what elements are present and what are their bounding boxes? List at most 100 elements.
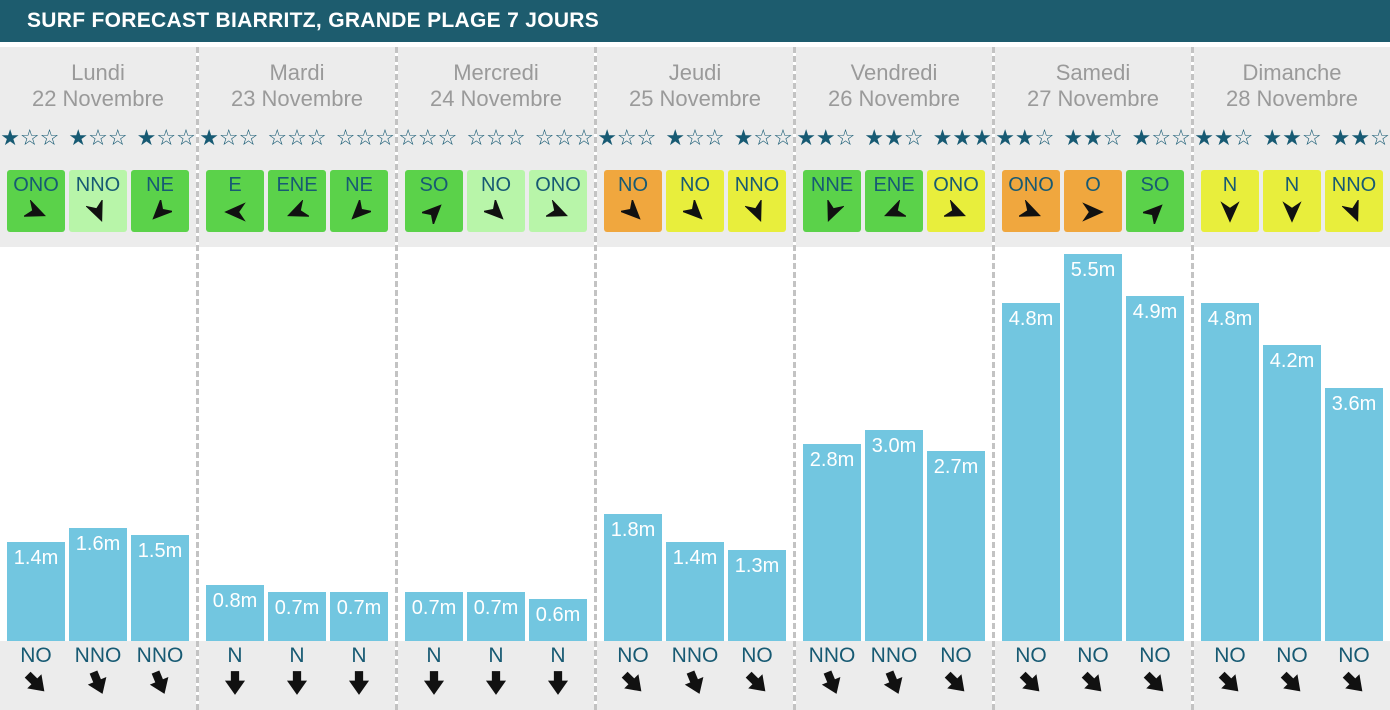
wave-height-bar: 0.7m	[268, 592, 326, 642]
swell-direction-label: NO	[1276, 644, 1308, 668]
star-empty-icon: ☆	[1034, 125, 1055, 150]
rating-stars: ★☆☆	[199, 124, 258, 152]
swell-direction-arrow-icon	[1019, 672, 1040, 692]
wave-height-label: 1.4m	[13, 547, 59, 570]
rating-stars: ★★☆	[1331, 124, 1390, 152]
star-empty-icon: ☆	[398, 125, 418, 150]
wind-direction-label: NO	[680, 174, 710, 196]
wind-cell: NNO	[69, 170, 127, 232]
star-filled-icon: ★	[136, 125, 157, 150]
star-filled-icon: ★	[1131, 125, 1152, 150]
day-name: Mercredi	[453, 60, 539, 85]
star-empty-icon: ☆	[1370, 125, 1390, 150]
swell-cell: NNO	[69, 641, 127, 710]
star-empty-icon: ☆	[753, 125, 774, 150]
rating-stars: ★☆☆	[68, 124, 127, 152]
swell-cell: NO	[7, 641, 65, 710]
star-empty-icon: ☆	[1233, 125, 1254, 150]
swell-direction-label: N	[550, 644, 566, 668]
wave-height-label: 4.2m	[1269, 350, 1315, 373]
day-column: Vendredi 26 Novembre ★★☆ ★★☆ ★★★ NNE ENE ONO 2.8…	[793, 47, 992, 710]
wave-height-label: 0.7m	[473, 597, 519, 620]
star-filled-icon: ★	[884, 125, 904, 150]
wave-height-bar: 3.6m	[1325, 388, 1383, 642]
wind-direction-arrow-icon	[884, 200, 906, 217]
wind-cell: ONO	[927, 170, 985, 232]
day-date: 26 Novembre	[827, 86, 961, 111]
star-empty-icon: ☆	[335, 125, 356, 150]
wave-height-bar: 0.7m	[467, 592, 525, 642]
wind-direction-label: ENE	[276, 174, 318, 196]
swell-direction-arrow-icon	[944, 672, 965, 692]
swell-direction-arrow-icon	[621, 672, 642, 692]
rating-stars: ★★☆	[1194, 124, 1253, 152]
rating-stars: ☆☆☆	[398, 124, 457, 152]
wind-row: ONO NNO NE	[0, 170, 196, 232]
wind-cell: ENE	[268, 170, 326, 232]
wind-cell: ENE	[865, 170, 923, 232]
wave-height-bar: 1.3m	[728, 550, 786, 642]
rating-stars: ☆☆☆	[535, 124, 594, 152]
swell-direction-label: N	[426, 644, 442, 668]
wind-direction-label: N	[1284, 174, 1300, 196]
wind-direction-arrow-icon	[1282, 201, 1302, 223]
star-empty-icon: ☆	[287, 125, 307, 150]
rating-stars: ★☆☆	[597, 124, 656, 152]
swell-direction-arrow-icon	[547, 671, 569, 696]
wave-height-bar: 4.2m	[1263, 345, 1321, 642]
swell-direction-label: N	[351, 644, 367, 668]
swell-row: NO NO NO	[995, 641, 1191, 710]
star-empty-icon: ☆	[267, 125, 288, 150]
swell-direction-arrow-icon	[684, 670, 704, 695]
swell-direction-label: NO	[940, 644, 972, 668]
wind-direction-arrow-icon	[484, 200, 504, 220]
swell-direction-label: NNO	[808, 644, 856, 668]
wind-direction-label: ONO	[1008, 174, 1054, 196]
wind-direction-arrow-icon	[944, 200, 966, 217]
star-empty-icon: ☆	[176, 125, 196, 150]
day-column: Samedi 27 Novembre ★★☆ ★★☆ ★☆☆ ONO O SO 4.8m 5.5m…	[992, 47, 1191, 710]
wind-row: ONO O SO	[995, 170, 1191, 232]
wave-height-chart: 1.4m 1.6m 1.5m	[0, 247, 196, 642]
wave-height-label: 3.0m	[871, 435, 917, 458]
wave-height-bar: 0.8m	[206, 585, 264, 642]
wave-height-chart: 4.8m 5.5m 4.9m	[995, 247, 1191, 642]
day-name: Jeudi	[668, 60, 722, 85]
rating-stars: ★☆☆	[665, 124, 724, 152]
star-filled-icon: ★	[68, 125, 89, 150]
swell-cell: N	[405, 641, 463, 710]
swell-direction-label: NO	[1139, 644, 1171, 668]
swell-direction-label: NO	[741, 644, 773, 668]
swell-cell: N	[268, 641, 326, 710]
star-empty-icon: ☆	[218, 125, 239, 150]
swell-direction-arrow-icon	[149, 670, 169, 695]
swell-direction-label: NO	[20, 644, 52, 668]
swell-cell: NO	[1263, 641, 1321, 710]
wave-height-bar: 1.5m	[131, 535, 189, 642]
star-empty-icon: ☆	[39, 125, 60, 150]
rating-stars-row: ★★☆ ★★☆ ★★★	[796, 124, 992, 152]
wave-height-label: 4.9m	[1132, 301, 1178, 324]
wind-direction-label: NNE	[810, 174, 854, 196]
wind-direction-arrow-icon	[827, 200, 844, 222]
swell-direction-arrow-icon	[821, 670, 841, 695]
swell-cell: NNO	[131, 641, 189, 710]
wind-direction-arrow-icon	[1342, 200, 1359, 222]
wave-height-label: 0.7m	[274, 597, 320, 620]
wind-direction-arrow-icon	[24, 200, 46, 217]
swell-direction-arrow-icon	[24, 672, 45, 692]
wind-cell: O	[1064, 170, 1122, 232]
star-empty-icon: ☆	[306, 125, 327, 150]
day-column: Mardi 23 Novembre ★☆☆ ☆☆☆ ☆☆☆ E ENE NE 0.8m 0.7m 0…	[196, 47, 395, 710]
wind-direction-arrow-icon	[422, 204, 442, 224]
wave-height-label: 0.8m	[212, 590, 258, 613]
day-header-section: Mardi 23 Novembre ★☆☆ ☆☆☆ ☆☆☆ E ENE NE	[199, 47, 395, 248]
swell-direction-arrow-icon	[348, 671, 370, 696]
wind-cell: N	[1263, 170, 1321, 232]
rating-stars: ★☆☆	[1132, 124, 1191, 152]
swell-direction-arrow-icon	[883, 670, 903, 695]
forecast-grid: Lundi 22 Novembre ★☆☆ ★☆☆ ★☆☆ ONO NNO NE 1.4m 1.6…	[0, 47, 1390, 710]
swell-cell: NNO	[865, 641, 923, 710]
rating-stars-row: ★★☆ ★★☆ ★☆☆	[995, 124, 1191, 152]
wave-height-label: 1.5m	[137, 540, 183, 563]
